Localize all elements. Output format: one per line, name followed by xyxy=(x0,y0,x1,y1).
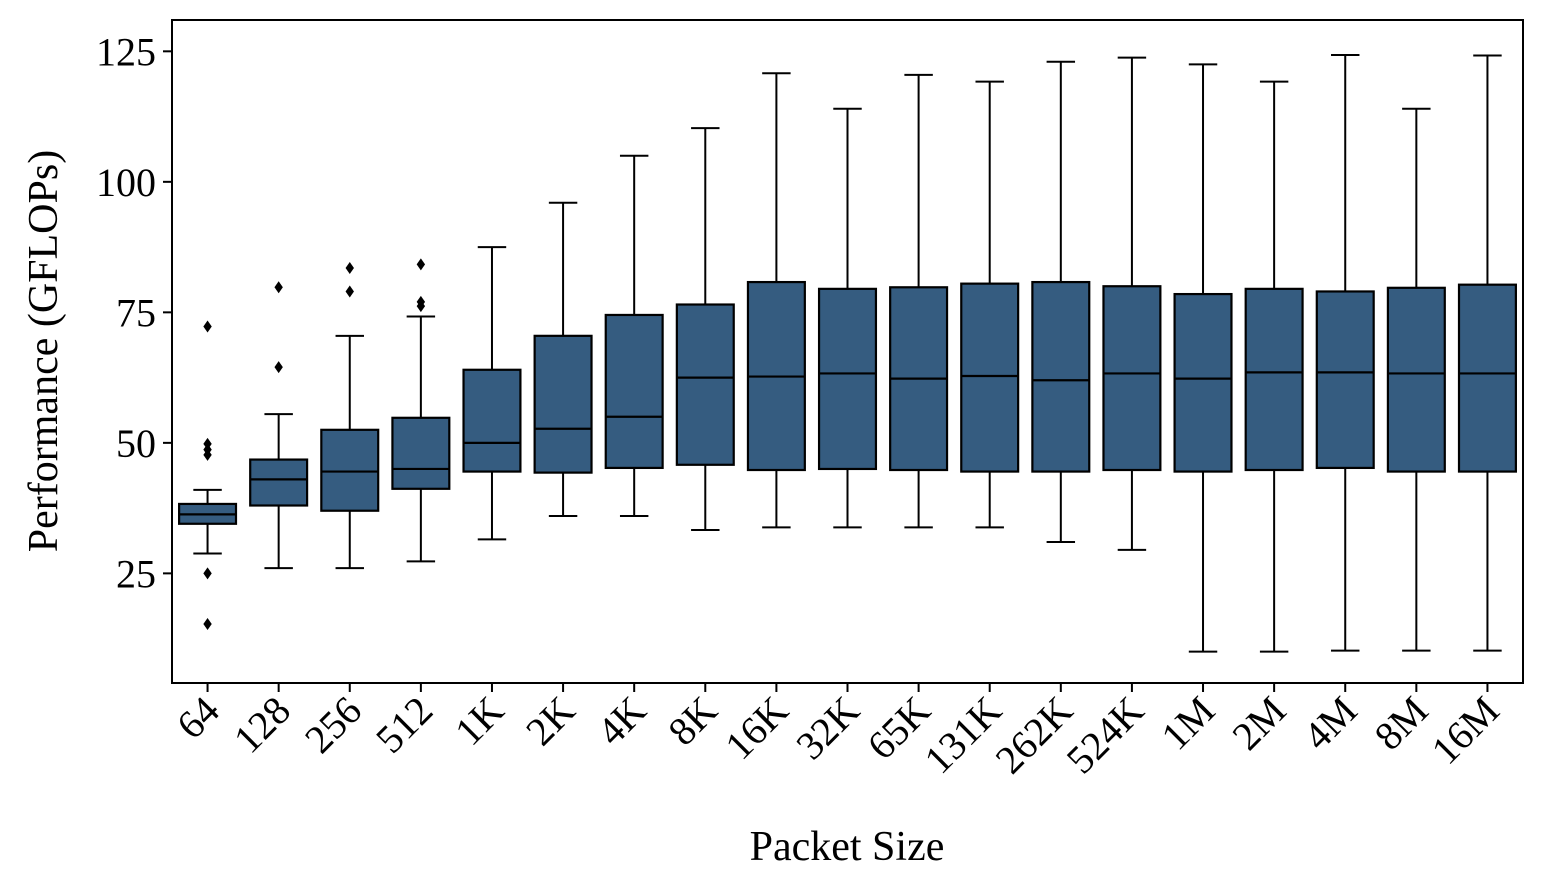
box-2M xyxy=(1244,80,1304,653)
x-tick-label: 1M xyxy=(1152,688,1223,759)
x-tick-label: 524K xyxy=(1058,687,1153,782)
outlier-point xyxy=(203,618,212,631)
x-tick-label: 1K xyxy=(446,687,512,753)
box-iqr xyxy=(1386,286,1446,473)
x-tick-label: 16K xyxy=(716,687,797,768)
box-8K xyxy=(675,127,735,532)
y-tick-label: 25 xyxy=(116,551,156,596)
box-2K xyxy=(533,201,593,517)
box-1K xyxy=(462,246,522,541)
outlier-point xyxy=(416,300,426,313)
x-tick-label: 4M xyxy=(1294,688,1365,759)
box-524K xyxy=(1102,56,1162,551)
box-128 xyxy=(249,281,309,570)
outlier-point xyxy=(203,567,212,580)
y-axis: 25 50 75 100 125 xyxy=(96,29,172,596)
box-iqr xyxy=(1031,280,1091,473)
box-256 xyxy=(320,261,380,570)
outlier-point xyxy=(345,261,354,274)
x-tick-label: 8K xyxy=(659,687,725,753)
box-8M xyxy=(1386,107,1446,652)
box-iqr xyxy=(1315,290,1375,470)
box-iqr xyxy=(462,368,522,473)
outlier-point xyxy=(203,320,212,333)
box-iqr xyxy=(1244,287,1304,472)
x-tick-label: 2M xyxy=(1223,688,1294,759)
box-1M xyxy=(1173,63,1233,653)
x-tick-label: 128 xyxy=(225,688,299,762)
box-iqr xyxy=(391,416,451,490)
x-tick-label: 64 xyxy=(168,688,228,748)
box-iqr xyxy=(817,287,878,471)
plot-area xyxy=(171,19,1524,684)
box-iqr xyxy=(320,428,380,512)
box-iqr xyxy=(960,282,1020,473)
outlier-point xyxy=(274,361,283,374)
box-32K xyxy=(817,107,878,529)
box-iqr xyxy=(1173,292,1233,473)
outlier-point xyxy=(416,258,426,271)
x-tick-label: 512 xyxy=(367,688,441,762)
box-iqr xyxy=(1102,285,1162,472)
box-iqr xyxy=(533,334,593,474)
y-axis-label: Performance (GFLOPs) xyxy=(21,150,67,552)
y-tick-label: 125 xyxy=(96,29,156,74)
box-512 xyxy=(391,258,451,563)
box-16M xyxy=(1457,54,1517,652)
outlier-point xyxy=(274,281,283,294)
y-tick-label: 100 xyxy=(96,160,156,205)
box-262K xyxy=(1031,60,1091,544)
box-64 xyxy=(178,320,238,631)
x-tick-label: 131K xyxy=(915,687,1010,782)
y-tick-label: 50 xyxy=(116,421,156,466)
x-tick-label: 4K xyxy=(588,687,654,753)
x-tick-label: 2K xyxy=(517,687,583,753)
x-tick-label: 8M xyxy=(1366,688,1437,759)
outlier-point xyxy=(345,285,354,298)
box-131K xyxy=(960,80,1020,529)
box-4M xyxy=(1315,53,1375,652)
y-tick-label: 75 xyxy=(116,290,156,335)
x-tick-label: 256 xyxy=(296,688,370,762)
box-iqr xyxy=(604,313,664,470)
x-axis-label: Packet Size xyxy=(750,824,945,870)
box-65K xyxy=(889,73,949,529)
x-tick-label: 16M xyxy=(1423,688,1508,773)
box-iqr xyxy=(1457,283,1517,473)
box-iqr xyxy=(249,458,309,507)
x-tick-label: 32K xyxy=(787,687,868,768)
box-16K xyxy=(746,72,806,529)
x-tick-label: 262K xyxy=(987,687,1082,782)
outlier-point xyxy=(203,448,212,461)
box-4K xyxy=(604,154,664,517)
box-iqr xyxy=(675,303,735,466)
